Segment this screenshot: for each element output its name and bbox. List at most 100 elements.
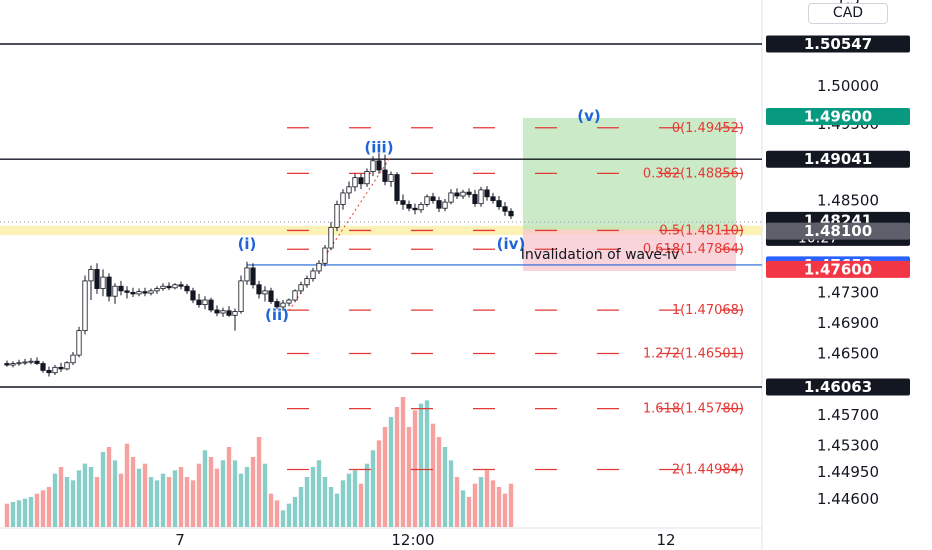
candle-body: [304, 278, 310, 286]
candle-body: [82, 280, 88, 332]
volume-bar: [226, 447, 232, 527]
volume-bar: [340, 480, 346, 527]
candle-body: [10, 363, 16, 366]
volume-bar: [370, 450, 376, 527]
candle-body: [382, 169, 388, 182]
price-tag-label: 1.50547: [804, 35, 872, 53]
candle-body: [490, 196, 496, 201]
candle-body: [472, 194, 478, 205]
y-tick-label: 1.45300: [817, 436, 879, 454]
volume-bar: [334, 493, 340, 527]
y-tick-label: 1.46500: [817, 345, 879, 363]
price-tag: 1.49041: [766, 150, 910, 168]
candle-body: [118, 285, 124, 292]
candle-body: [52, 366, 58, 374]
volume-bar: [22, 498, 28, 527]
volume-bar: [328, 487, 334, 527]
volume-bar: [508, 483, 514, 527]
volume-bar: [100, 452, 106, 527]
fib-level-label: 2(1.44984): [672, 463, 744, 478]
candle-body: [124, 290, 130, 293]
volume-bar: [10, 502, 16, 527]
candle-body: [388, 174, 394, 182]
price-tag-label: 1.48100: [804, 222, 872, 240]
volume-bar: [52, 473, 58, 527]
candle-body: [394, 174, 400, 201]
candle-body: [172, 284, 178, 289]
volume-bar: [208, 457, 214, 527]
volume-bar: [322, 477, 328, 527]
candle-body: [208, 299, 214, 311]
volume-bar: [136, 468, 142, 527]
fib-level-label: 0.382(1.48856): [643, 166, 744, 181]
candle-body: [184, 285, 190, 292]
candle-body: [346, 186, 352, 194]
candle-body: [220, 310, 226, 314]
volume-bar: [82, 463, 88, 527]
candle-body: [28, 360, 34, 363]
candle-body: [502, 206, 508, 212]
candle-body: [88, 269, 94, 282]
volume-bar: [436, 437, 442, 527]
price-tag: 1.47600: [766, 260, 910, 278]
volume-bar: [406, 427, 412, 527]
x-tick-label: 12:00: [391, 531, 434, 549]
wave-label: (i): [238, 235, 257, 253]
volume-bar: [88, 467, 94, 527]
volume-bar: [40, 490, 46, 527]
volume-bar: [238, 473, 244, 527]
candle-body: [322, 247, 328, 264]
y-tick-label: 1.50000: [817, 77, 879, 95]
volume-bar: [310, 467, 316, 527]
fib-level-label: 0.618(1.47864): [643, 242, 744, 257]
volume-bar: [184, 477, 190, 527]
currency-button[interactable]: CAD: [808, 3, 888, 24]
volume-bar: [166, 477, 172, 527]
volume-bar: [460, 490, 466, 527]
candle-body: [418, 204, 424, 211]
stop-zone: [523, 229, 736, 271]
candle-body: [196, 299, 202, 306]
volume-bar: [178, 467, 184, 527]
candle-body: [4, 363, 10, 366]
fib-level-label: 1.618(1.45780): [643, 402, 744, 417]
candle-body: [508, 210, 514, 217]
y-tick-label: 1.44600: [817, 490, 879, 508]
volume-bar: [202, 450, 208, 527]
candle-body: [412, 207, 418, 211]
candle-body: [274, 301, 280, 308]
candle-body: [286, 299, 292, 304]
candle-body: [460, 191, 466, 197]
candle-body: [478, 189, 484, 205]
candle-body: [130, 291, 136, 295]
candle-body: [16, 362, 22, 365]
volume-bar: [292, 497, 298, 527]
candle-body: [424, 196, 430, 205]
price-tag: 1.46063: [766, 378, 910, 396]
volume-bar: [478, 477, 484, 527]
candle-body: [94, 269, 100, 289]
volume-bar: [382, 427, 388, 527]
candle-body: [256, 284, 262, 295]
volume-bar: [346, 473, 352, 527]
price-tag-bg: [766, 222, 910, 240]
candle-body: [226, 310, 232, 316]
volume-bar: [196, 463, 202, 527]
candle-body: [400, 200, 406, 205]
candle-body: [64, 362, 70, 370]
price-tag-bg: [766, 150, 910, 168]
volume-bar: [220, 460, 226, 527]
volume-bar: [46, 487, 52, 527]
volume-bar: [16, 500, 22, 527]
candle-body: [292, 290, 298, 301]
candle-body: [484, 189, 490, 198]
candle-body: [328, 226, 334, 249]
candle-body: [214, 309, 220, 314]
candle-body: [262, 290, 268, 295]
price-tag: 1.50547: [766, 35, 910, 53]
candle-body: [136, 291, 142, 295]
volume-bar: [118, 473, 124, 527]
candle-body: [442, 201, 448, 209]
volume-bar: [472, 483, 478, 527]
